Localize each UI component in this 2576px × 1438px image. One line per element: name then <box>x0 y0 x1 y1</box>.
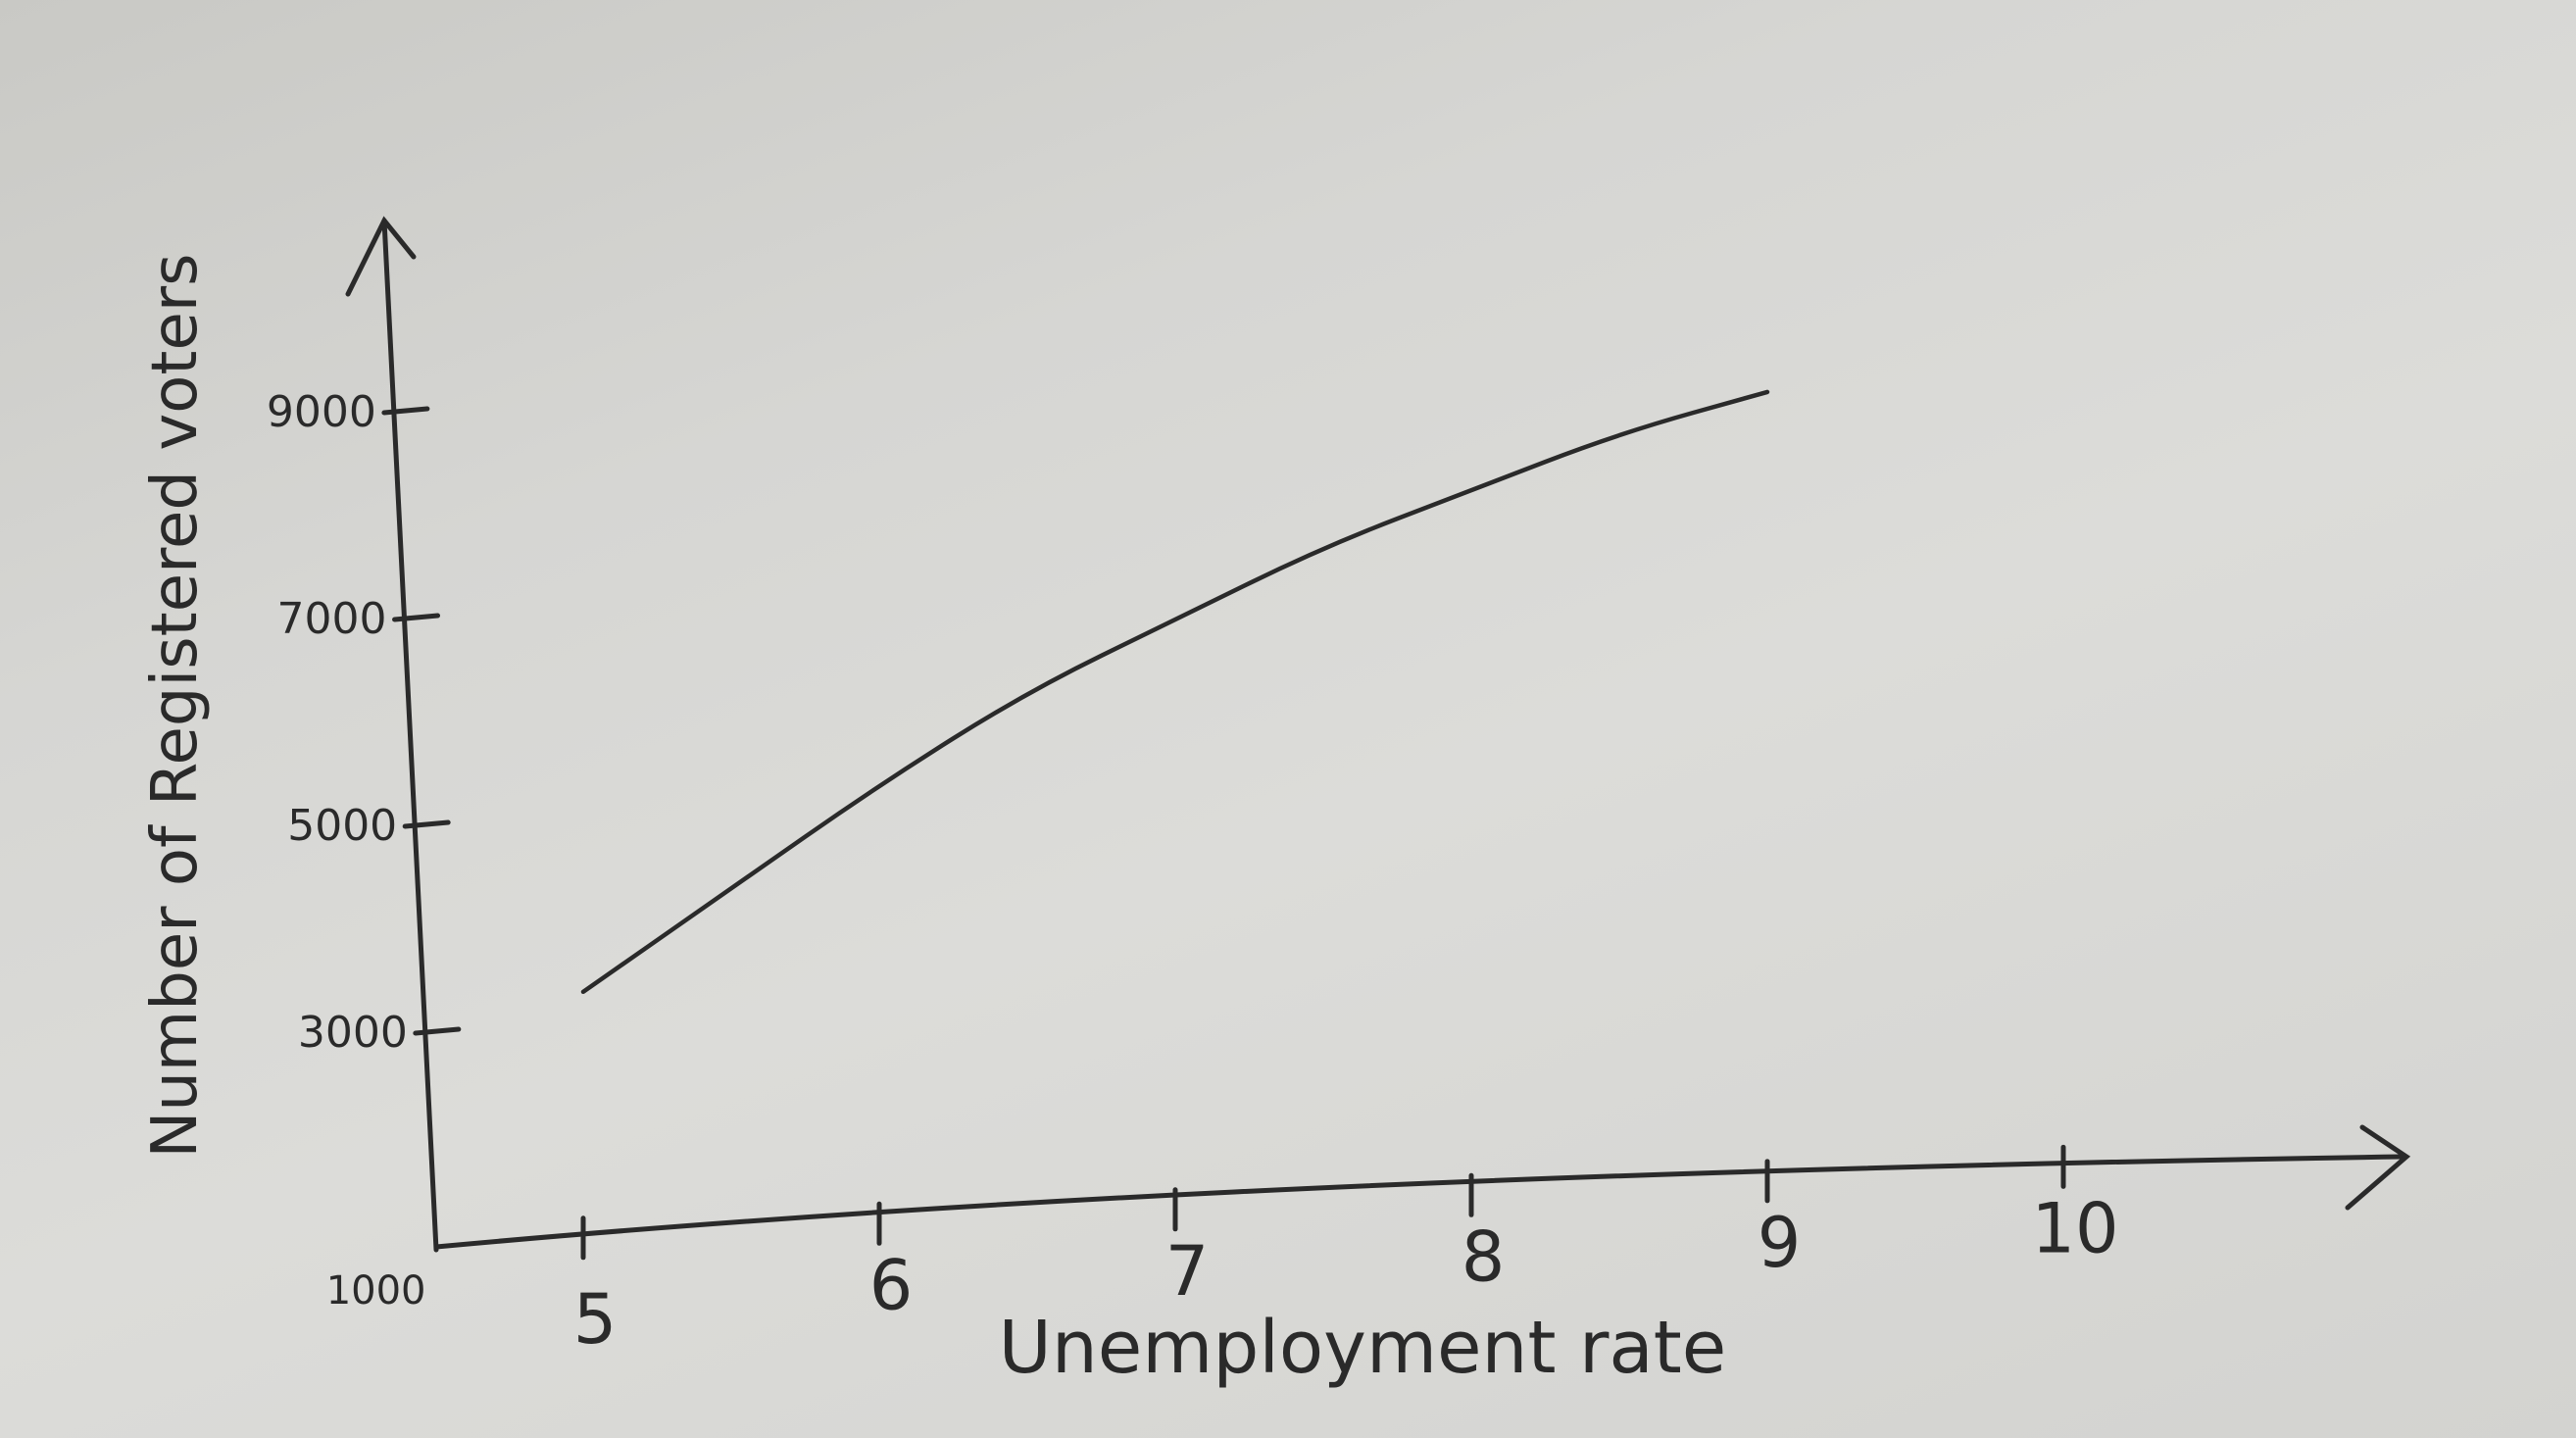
x-tick-label: 6 <box>869 1245 914 1325</box>
x-tick-label: 7 <box>1165 1231 1210 1312</box>
y-axis-arrowhead <box>345 216 417 297</box>
x-tick-label: 10 <box>2031 1188 2118 1268</box>
x-tick-label: 5 <box>573 1279 618 1360</box>
y-tick-label: 1000 <box>326 1268 426 1314</box>
x-axis-line <box>433 1154 2404 1250</box>
y-tick-mark <box>392 613 441 622</box>
x-ticks: 5 6 7 8 9 10 <box>573 1144 2119 1360</box>
y-axis-line <box>381 218 439 1253</box>
axes <box>345 216 2411 1253</box>
series-line <box>580 389 1770 995</box>
y-tick-label: 3000 <box>298 1008 408 1058</box>
y-tick-label: 5000 <box>287 801 397 851</box>
y-ticks: 1000 3000 5000 7000 9000 <box>267 387 462 1314</box>
y-tick-mark <box>413 1026 462 1036</box>
y-tick-mark <box>381 406 430 416</box>
y-tick-mark <box>402 819 451 829</box>
y-axis-label: Number of Registered voters <box>139 253 212 1158</box>
y-tick-label: 7000 <box>277 594 387 644</box>
x-tick-label: 8 <box>1461 1216 1506 1297</box>
x-tick-label: 9 <box>1758 1203 1802 1283</box>
x-axis-label: Unemployment rate <box>999 1306 1727 1390</box>
series-lines <box>580 389 1770 995</box>
y-tick-label: 9000 <box>267 387 376 437</box>
x-axis-arrowhead <box>2345 1124 2411 1211</box>
